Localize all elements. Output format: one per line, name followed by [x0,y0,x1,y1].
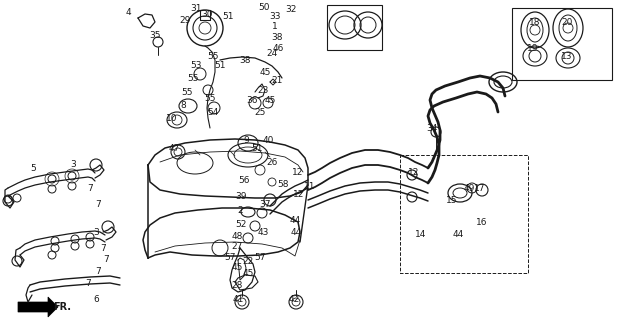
Text: 34: 34 [427,124,438,132]
Text: 19: 19 [527,44,538,52]
Text: 28: 28 [231,281,243,290]
Text: 55: 55 [187,74,198,83]
Text: 36: 36 [246,95,258,105]
Text: 46: 46 [272,44,284,52]
Text: 37: 37 [259,199,270,209]
Text: 2: 2 [237,205,243,214]
Text: 45: 45 [231,263,243,273]
Text: 27: 27 [231,242,243,251]
Text: 12: 12 [293,167,304,177]
Text: 54: 54 [207,108,219,116]
Text: 55: 55 [204,93,216,102]
Text: 6: 6 [93,295,99,305]
Text: 32: 32 [285,4,296,13]
Text: 25: 25 [254,108,265,116]
Text: 23: 23 [257,85,269,94]
Text: 45: 45 [264,95,276,105]
Text: 3: 3 [93,228,99,236]
Text: 51: 51 [214,60,226,69]
Text: 7: 7 [103,255,109,265]
Text: 44: 44 [290,228,301,236]
Text: 13: 13 [561,52,573,60]
Text: 38: 38 [240,55,251,65]
Text: 8: 8 [180,100,186,109]
Text: 16: 16 [477,218,488,227]
Text: 24: 24 [266,49,277,58]
Text: 21: 21 [271,76,283,84]
Text: 18: 18 [529,18,541,27]
Text: 35: 35 [149,30,161,39]
Text: 51: 51 [222,12,234,20]
Text: 12: 12 [408,167,420,177]
Text: 47: 47 [168,143,179,153]
Text: 20: 20 [561,18,573,27]
Text: 22: 22 [243,258,253,267]
Text: 53: 53 [190,60,202,69]
Text: 38: 38 [271,33,283,42]
Text: 5: 5 [30,164,36,172]
Text: 15: 15 [446,196,458,204]
Text: 9: 9 [243,135,249,145]
Text: 39: 39 [235,191,246,201]
Bar [512,8,612,80]
Text: 33: 33 [269,12,281,20]
Text: 45: 45 [242,269,253,278]
Text: 12: 12 [293,189,305,198]
Text: 3: 3 [70,159,76,169]
Text: FR.: FR. [53,302,71,312]
Text: 11: 11 [304,181,316,190]
Text: 1: 1 [272,21,278,30]
Text: 51: 51 [252,143,263,153]
Text: 4: 4 [125,7,131,17]
Text: 57: 57 [224,253,236,262]
Text: 55: 55 [207,52,219,60]
Text: 29: 29 [179,15,191,25]
Text: 56: 56 [238,175,250,185]
Polygon shape [18,297,58,317]
Text: 14: 14 [415,229,427,238]
Text: 49: 49 [463,183,475,193]
Text: 26: 26 [266,157,277,166]
Text: 30: 30 [201,10,213,19]
Bar [327,5,382,50]
Text: 31: 31 [190,4,202,12]
Text: 43: 43 [257,228,269,236]
Text: 48: 48 [231,231,243,241]
Text: 40: 40 [262,135,274,145]
Text: 7: 7 [87,183,93,193]
Text: 58: 58 [277,180,289,188]
Text: 57: 57 [254,253,265,262]
Text: 55: 55 [181,87,193,97]
Text: 17: 17 [474,183,486,193]
Text: 42: 42 [288,295,300,305]
Text: 7: 7 [95,268,101,276]
Text: 44: 44 [289,215,301,225]
Text: 10: 10 [166,114,178,123]
Text: 44: 44 [453,229,464,238]
Text: 7: 7 [100,244,106,252]
Text: 45: 45 [259,68,270,76]
Text: 7: 7 [95,199,101,209]
Bar [400,155,528,273]
Text: 41: 41 [233,295,244,305]
Text: 50: 50 [258,3,270,12]
Text: 52: 52 [235,220,246,228]
Text: 7: 7 [85,279,91,289]
